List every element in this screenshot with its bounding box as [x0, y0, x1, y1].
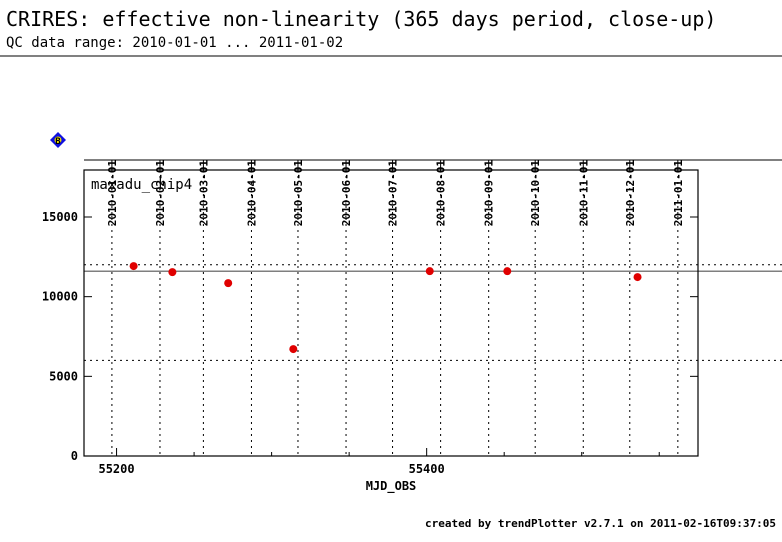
data-point — [425, 267, 434, 276]
marker-label: B — [55, 137, 61, 147]
x2-tick-label: 2010-05-01 — [292, 160, 305, 227]
footer: created by trendPlotter v2.7.1 on 2011-0… — [425, 517, 776, 530]
x2-tick-label: 2010-04-01 — [245, 160, 258, 227]
data-point — [503, 267, 512, 276]
x-axis-label: MJD_OBS — [366, 479, 417, 494]
x2-tick-label: 2010-12-01 — [624, 160, 637, 227]
x2-tick-label: 2010-10-01 — [529, 160, 542, 227]
x2-tick-label: 2010-09-01 — [483, 160, 496, 227]
x2-tick-label: 2010-08-01 — [435, 160, 448, 227]
panel-label: maxadu_chip4 — [91, 177, 192, 193]
data-point — [129, 262, 138, 271]
y-tick-label: 0 — [71, 449, 78, 463]
marker-icon-dot — [54, 136, 62, 144]
x2-tick-label: 2010-11-01 — [577, 160, 590, 227]
y-tick-label: 10000 — [42, 290, 78, 304]
plot-frame — [83, 169, 699, 457]
y-tick-label: 15000 — [42, 210, 78, 224]
x2-tick-label: 2010-03-01 — [197, 160, 210, 227]
data-point — [224, 279, 233, 288]
x2-tick-label: 2010-02-01 — [154, 160, 167, 227]
x2-tick-label: 2011-01-01 — [672, 160, 685, 227]
chart-title: CRIRES: effective non-linearity (365 day… — [6, 7, 716, 31]
x2-tick-label: 2010-07-01 — [387, 160, 400, 227]
data-point — [633, 273, 642, 282]
chart-subtitle: QC data range: 2010-01-01 ... 2011-01-02 — [6, 35, 343, 51]
y-tick-label: 5000 — [49, 369, 78, 383]
data-point — [289, 345, 298, 354]
data-point — [168, 268, 177, 277]
x2-tick-label: 2010-01-01 — [106, 160, 119, 227]
x-tick-label: 55200 — [98, 462, 134, 476]
x-tick-label: 55400 — [409, 462, 445, 476]
x2-tick-label: 2010-06-01 — [340, 160, 353, 227]
